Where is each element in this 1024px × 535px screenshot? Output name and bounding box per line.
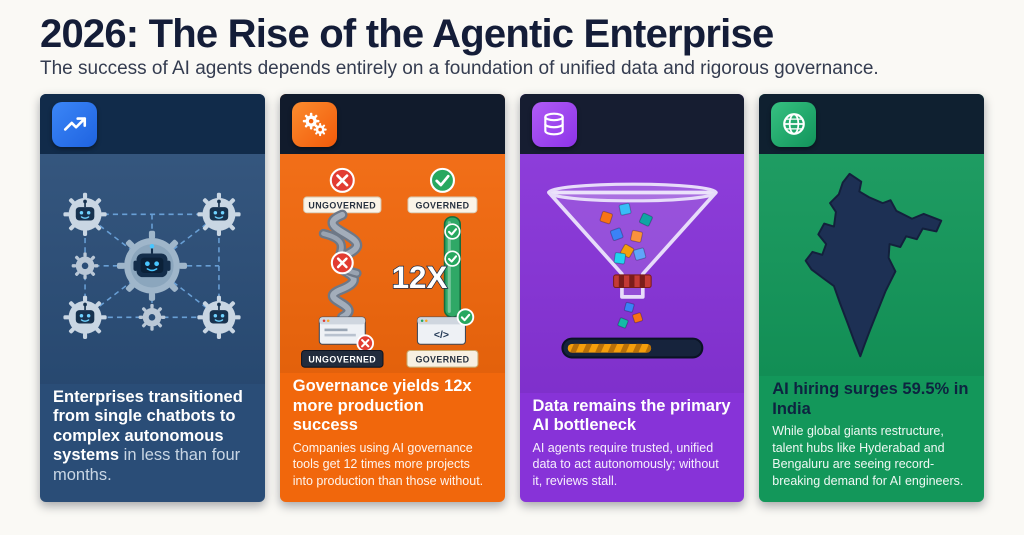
multiplier-label: 12X: [391, 259, 447, 294]
governed-label-pill: [407, 196, 478, 213]
central-agent-robot: [117, 230, 188, 301]
agent-network-illustration: [40, 154, 265, 384]
card-header: [759, 94, 984, 154]
card-governance: UNGOVERNED: [279, 94, 505, 502]
funnel-illustration: [519, 154, 745, 393]
card-heading: Governance yields 12x more production su…: [292, 377, 472, 435]
page-subtitle: The success of AI agents depends entirel…: [40, 58, 879, 79]
governed-label: GOVERNED: [415, 200, 469, 210]
funnel-collar: [612, 274, 652, 289]
india-map-svg: [804, 172, 942, 358]
card-header: [519, 94, 745, 154]
card-body-text: While global giants restructure, talent …: [772, 424, 964, 488]
ungoverned-app-window: [318, 316, 366, 345]
governed-label: GOVERNED: [415, 354, 469, 364]
card-header: [279, 94, 505, 154]
gears-icon: [302, 112, 327, 136]
check-icon: [429, 167, 455, 193]
globe-icon: [771, 101, 817, 147]
trending-up-icon: [63, 117, 86, 131]
governance-comparison-svg: UNGOVERNED: [300, 167, 479, 368]
progress-bar: [560, 337, 703, 359]
code-label: </>: [434, 330, 449, 341]
card-data-bottleneck: Data remains the primary AI bottleneck A…: [519, 94, 745, 502]
governed-bottom-pill: [406, 349, 479, 368]
gear-node: [72, 252, 99, 280]
page-title: 2026: The Rise of the Agentic Enterprise: [40, 12, 774, 56]
robot-node: [62, 191, 108, 237]
gear-node: [138, 303, 166, 331]
card-body-text: AI agents require trusted, unified data …: [532, 440, 719, 488]
funnel-rim: [546, 182, 717, 203]
governance-comparison-illustration: UNGOVERNED: [279, 154, 505, 374]
check-badge-icon: [456, 307, 474, 326]
card-grid: Enterprises transitioned from single cha…: [40, 94, 984, 502]
funnel-svg: [546, 182, 718, 359]
ungoverned-label: UNGOVERNED: [308, 354, 376, 364]
card-heading: Enterprises transitioned from single cha…: [53, 388, 252, 485]
trending-up-icon: [52, 101, 97, 147]
globe-icon: [782, 113, 805, 135]
card-header: [40, 94, 265, 154]
database-icon: [531, 101, 577, 147]
infographic-page: 2026: The Rise of the Agentic Enterprise…: [40, 12, 984, 502]
card-text: Data remains the primary AI bottleneck A…: [520, 393, 745, 502]
agent-network-svg: [62, 191, 242, 340]
falling-cubes: [616, 302, 643, 329]
card-heading: Data remains the primary AI bottleneck: [532, 396, 731, 435]
data-cubes: [599, 203, 653, 265]
card-text: Governance yields 12x more production su…: [280, 373, 505, 502]
database-icon: [544, 112, 564, 136]
ungoverned-label: UNGOVERNED: [308, 200, 376, 210]
card-text: AI hiring surges 59.5% in India While gl…: [759, 376, 984, 502]
governed-app-window: </>: [416, 316, 466, 345]
india-silhouette: [804, 172, 942, 358]
heading-bold: Enterprises transitioned from single cha…: [53, 387, 243, 465]
check-icon: [443, 250, 461, 267]
robot-node: [196, 294, 242, 340]
robot-node: [196, 191, 242, 237]
card-autonomous-systems: Enterprises transitioned from single cha…: [40, 94, 265, 502]
ungoverned-bottom-pill: [300, 349, 384, 368]
card-heading: AI hiring surges 59.5% in India: [772, 380, 969, 418]
gears-icon: [291, 101, 337, 147]
straight-pipe: [443, 215, 461, 318]
card-india-hiring: AI hiring surges 59.5% in India While gl…: [759, 94, 984, 502]
robot-node: [62, 294, 108, 340]
check-icon: [443, 222, 461, 240]
card-text: Enterprises transitioned from single cha…: [40, 384, 265, 502]
heading-light: in less than four months.: [53, 446, 241, 484]
card-body-text: Companies using AI governance tools get …: [292, 440, 484, 488]
india-map-illustration: [759, 154, 984, 377]
